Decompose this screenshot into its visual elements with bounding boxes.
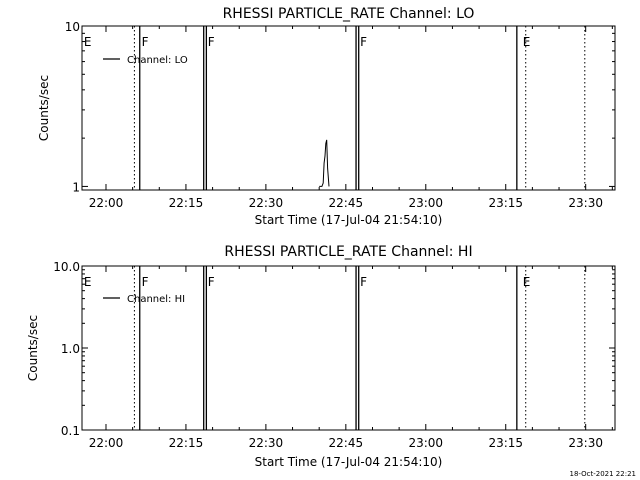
event-flag-label: E bbox=[84, 275, 92, 289]
plot-frame bbox=[81, 265, 616, 431]
legend-label: Channel: HI bbox=[127, 294, 185, 305]
panel-hi: RHESSI PARTICLE_RATE Channel: HI Start Ti… bbox=[26, 244, 616, 469]
y-axis-label: Counts/sec bbox=[37, 75, 51, 141]
x-tick-label: 23:15 bbox=[488, 196, 523, 210]
x-tick-label: 23:00 bbox=[408, 196, 443, 210]
x-tick-label: 22:30 bbox=[249, 436, 284, 450]
event-flag-label: F bbox=[360, 275, 367, 289]
x-tick-label: 23:00 bbox=[408, 436, 443, 450]
chart-title: RHESSI PARTICLE_RATE Channel: LO bbox=[223, 6, 475, 22]
event-flag-label: E bbox=[523, 35, 531, 49]
footer-timestamp: 18-Oct-2021 22:21 bbox=[570, 470, 636, 478]
x-tick-label: 22:15 bbox=[169, 436, 204, 450]
event-flag-label: F bbox=[208, 275, 215, 289]
event-flag-label: E bbox=[84, 35, 92, 49]
x-tick-label: 23:15 bbox=[488, 436, 523, 450]
y-tick-label: 1 bbox=[72, 180, 80, 194]
event-flag-label: F bbox=[142, 35, 149, 49]
legend-label: Channel: LO bbox=[127, 55, 188, 66]
event-flag-label: F bbox=[208, 35, 215, 49]
x-tick-label: 22:30 bbox=[249, 196, 284, 210]
x-tick-label: 22:45 bbox=[329, 436, 364, 450]
x-tick-label: 22:00 bbox=[89, 196, 124, 210]
y-tick-label: 1.0 bbox=[61, 342, 80, 356]
y-tick-label: 10.0 bbox=[53, 260, 80, 274]
y-tick-label: 0.1 bbox=[61, 424, 80, 438]
data-series-line bbox=[319, 139, 330, 187]
x-tick-label: 22:15 bbox=[169, 196, 204, 210]
event-flag-label: E bbox=[523, 275, 531, 289]
plot-frame bbox=[81, 25, 616, 191]
x-tick-label: 22:00 bbox=[89, 436, 124, 450]
y-tick-label: 10 bbox=[65, 20, 80, 34]
chart-title: RHESSI PARTICLE_RATE Channel: HI bbox=[224, 244, 472, 260]
event-flag-label: F bbox=[142, 275, 149, 289]
y-axis-label: Counts/sec bbox=[26, 315, 40, 381]
event-flag-label: F bbox=[360, 35, 367, 49]
x-axis-label: Start Time (17-Jul-04 21:54:10) bbox=[255, 455, 443, 469]
panel-lo: RHESSI PARTICLE_RATE Channel: LO Start Ti… bbox=[37, 6, 616, 227]
x-axis-label: Start Time (17-Jul-04 21:54:10) bbox=[255, 213, 443, 227]
x-tick-label: 23:30 bbox=[568, 196, 603, 210]
x-tick-label: 23:30 bbox=[568, 436, 603, 450]
x-tick-label: 22:45 bbox=[329, 196, 364, 210]
